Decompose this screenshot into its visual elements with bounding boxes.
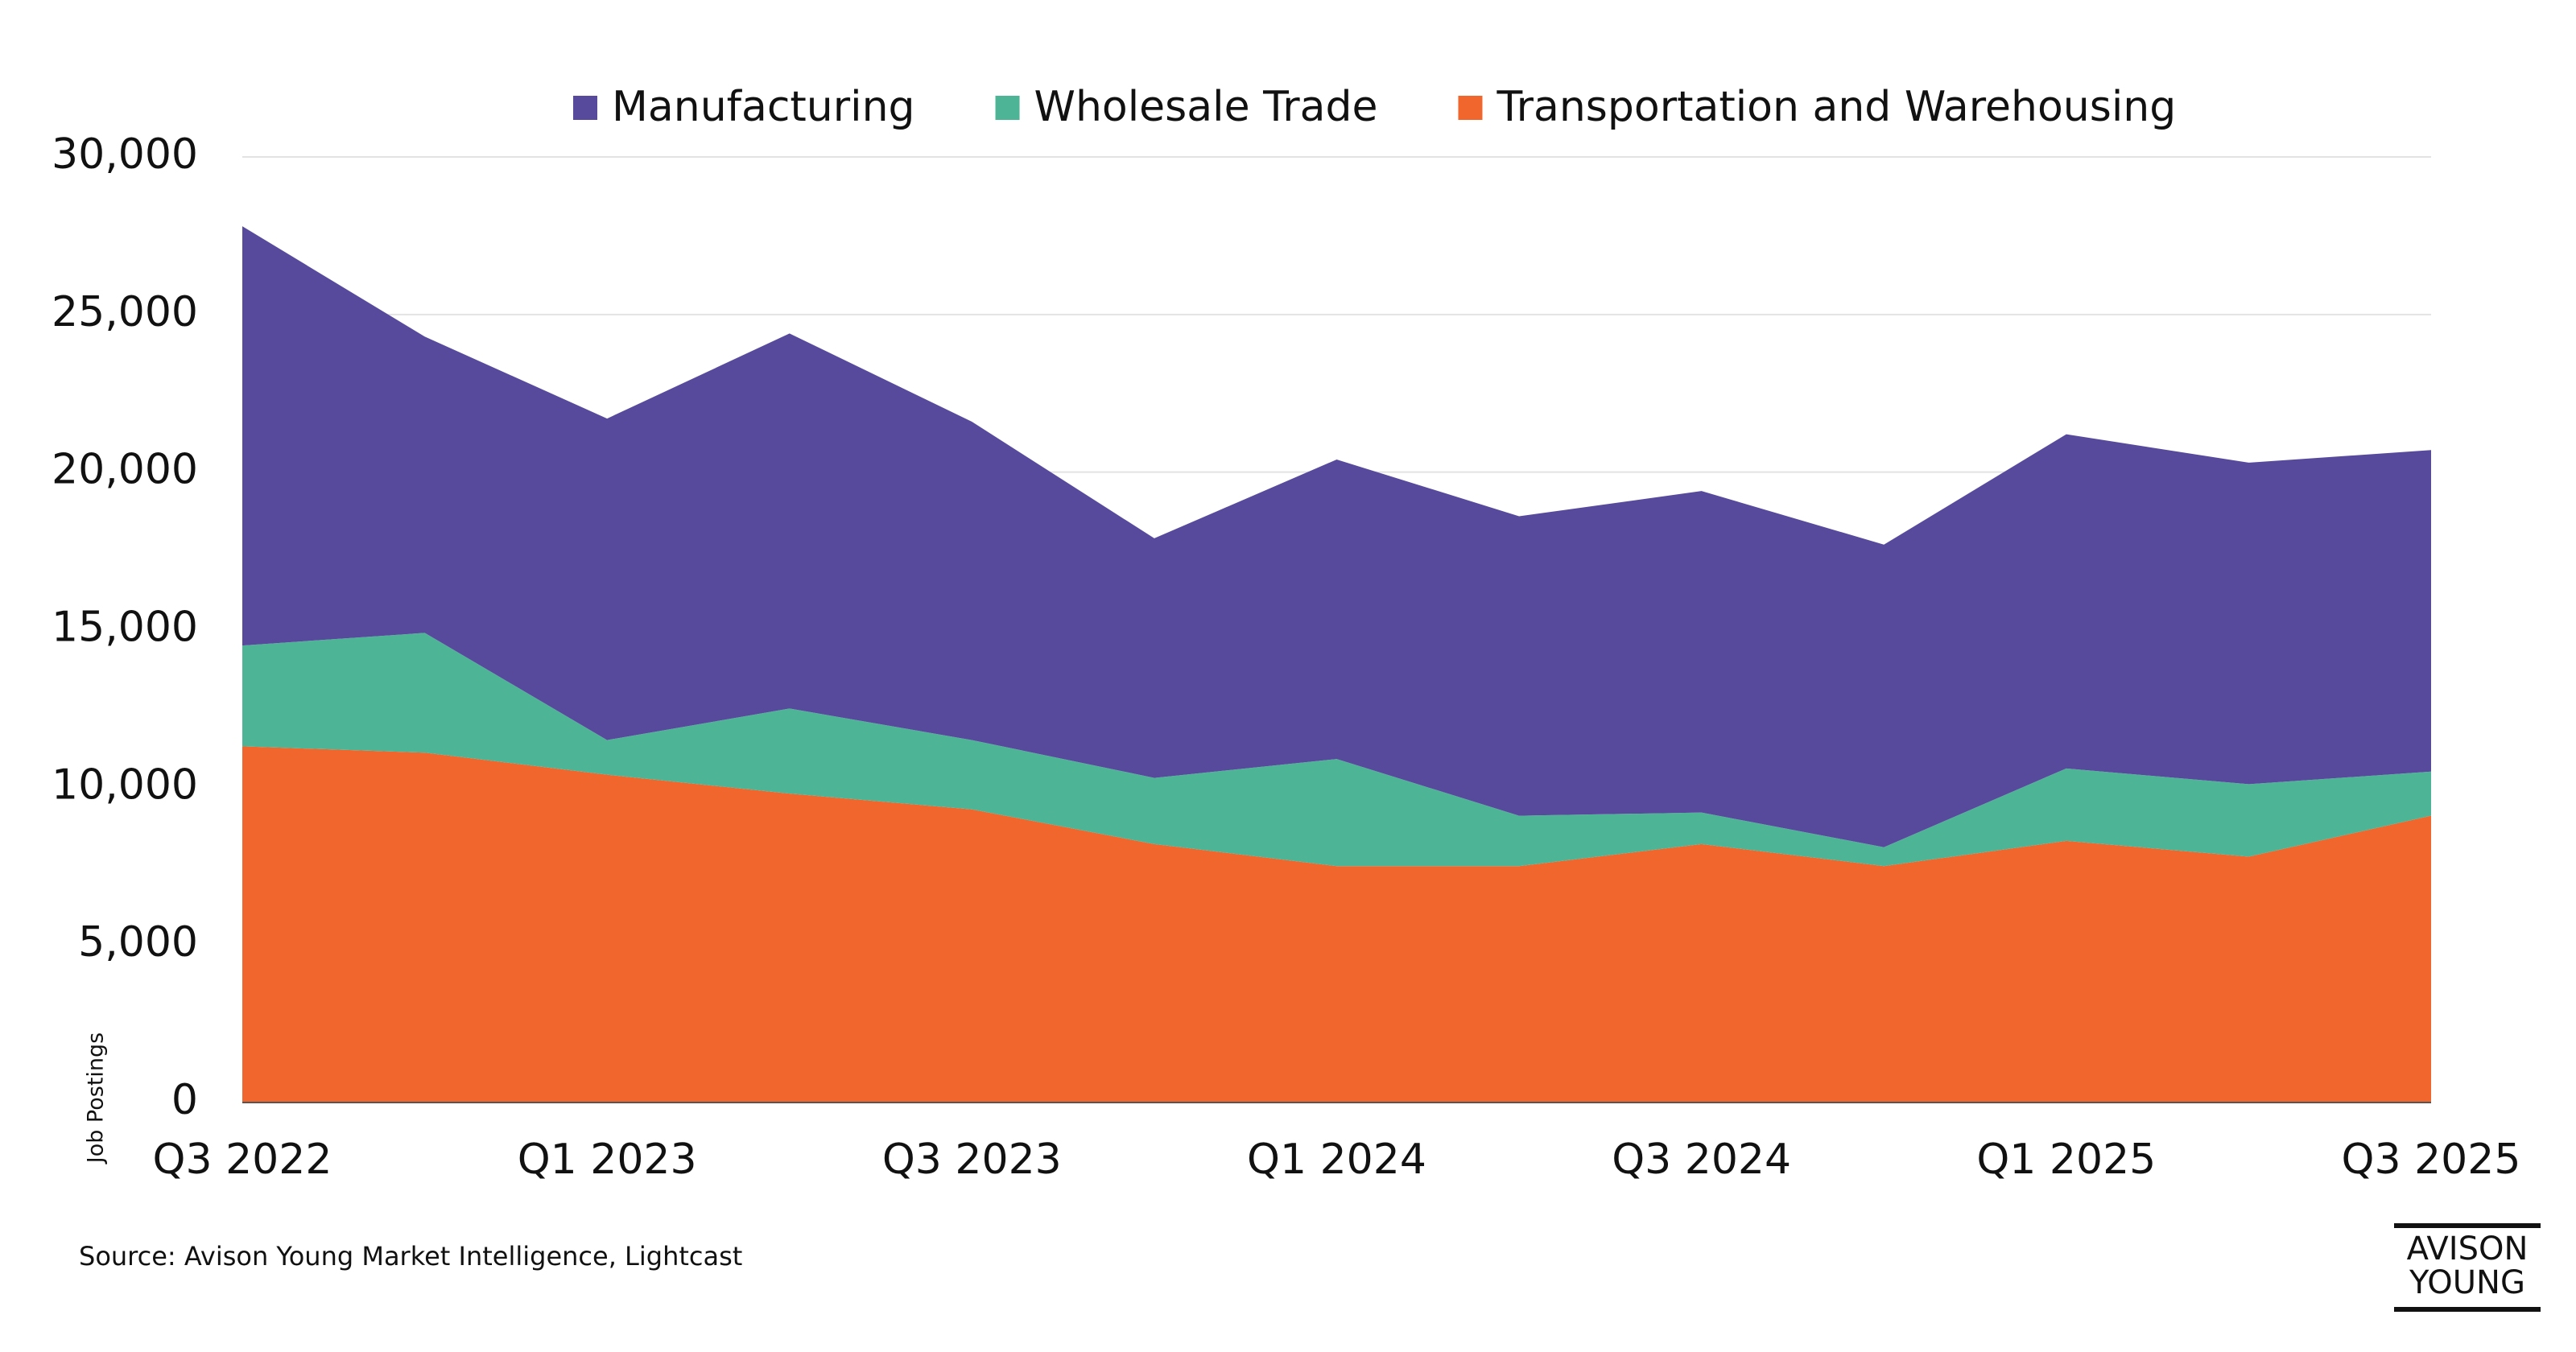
legend-label: Transportation and Warehousing	[1496, 83, 2176, 131]
legend-label: Wholesale Trade	[1034, 83, 1378, 131]
legend-label: Manufacturing	[612, 83, 915, 131]
y-tick-label: 30,000	[52, 130, 198, 179]
y-tick-label: 5,000	[78, 918, 198, 967]
x-tick-label: Q1 2024	[1247, 1136, 1426, 1184]
legend-swatch	[1458, 96, 1483, 120]
logo-text: YOUNG	[2409, 1264, 2525, 1301]
x-tick-label: Q3 2022	[153, 1136, 332, 1184]
x-tick-label: Q1 2025	[1976, 1136, 2156, 1184]
x-tick-label: Q3 2025	[2342, 1136, 2521, 1184]
y-tick-label: 25,000	[52, 288, 198, 336]
x-tick-label: Q3 2024	[1612, 1136, 1791, 1184]
source-note: Source: Avison Young Market Intelligence…	[79, 1241, 742, 1272]
y-tick-label: 10,000	[52, 760, 198, 809]
y-tick-label: 0	[171, 1076, 198, 1124]
y-tick-label: 15,000	[52, 604, 198, 652]
x-tick-label: Q1 2023	[518, 1136, 697, 1184]
y-axis-title: Job Postings	[84, 1033, 109, 1165]
area	[242, 746, 2431, 1103]
area	[242, 226, 2431, 847]
y-tick-label: 20,000	[52, 446, 198, 494]
legend-swatch	[573, 96, 597, 120]
logo-text: AVISON	[2407, 1230, 2529, 1268]
logo: AVISON YOUNG	[2394, 1223, 2541, 1312]
logo-bar	[2394, 1307, 2541, 1312]
legend-swatch	[995, 96, 1020, 120]
area	[242, 633, 2431, 867]
logo-bar	[2394, 1223, 2541, 1228]
x-tick-label: Q3 2023	[882, 1136, 1062, 1184]
